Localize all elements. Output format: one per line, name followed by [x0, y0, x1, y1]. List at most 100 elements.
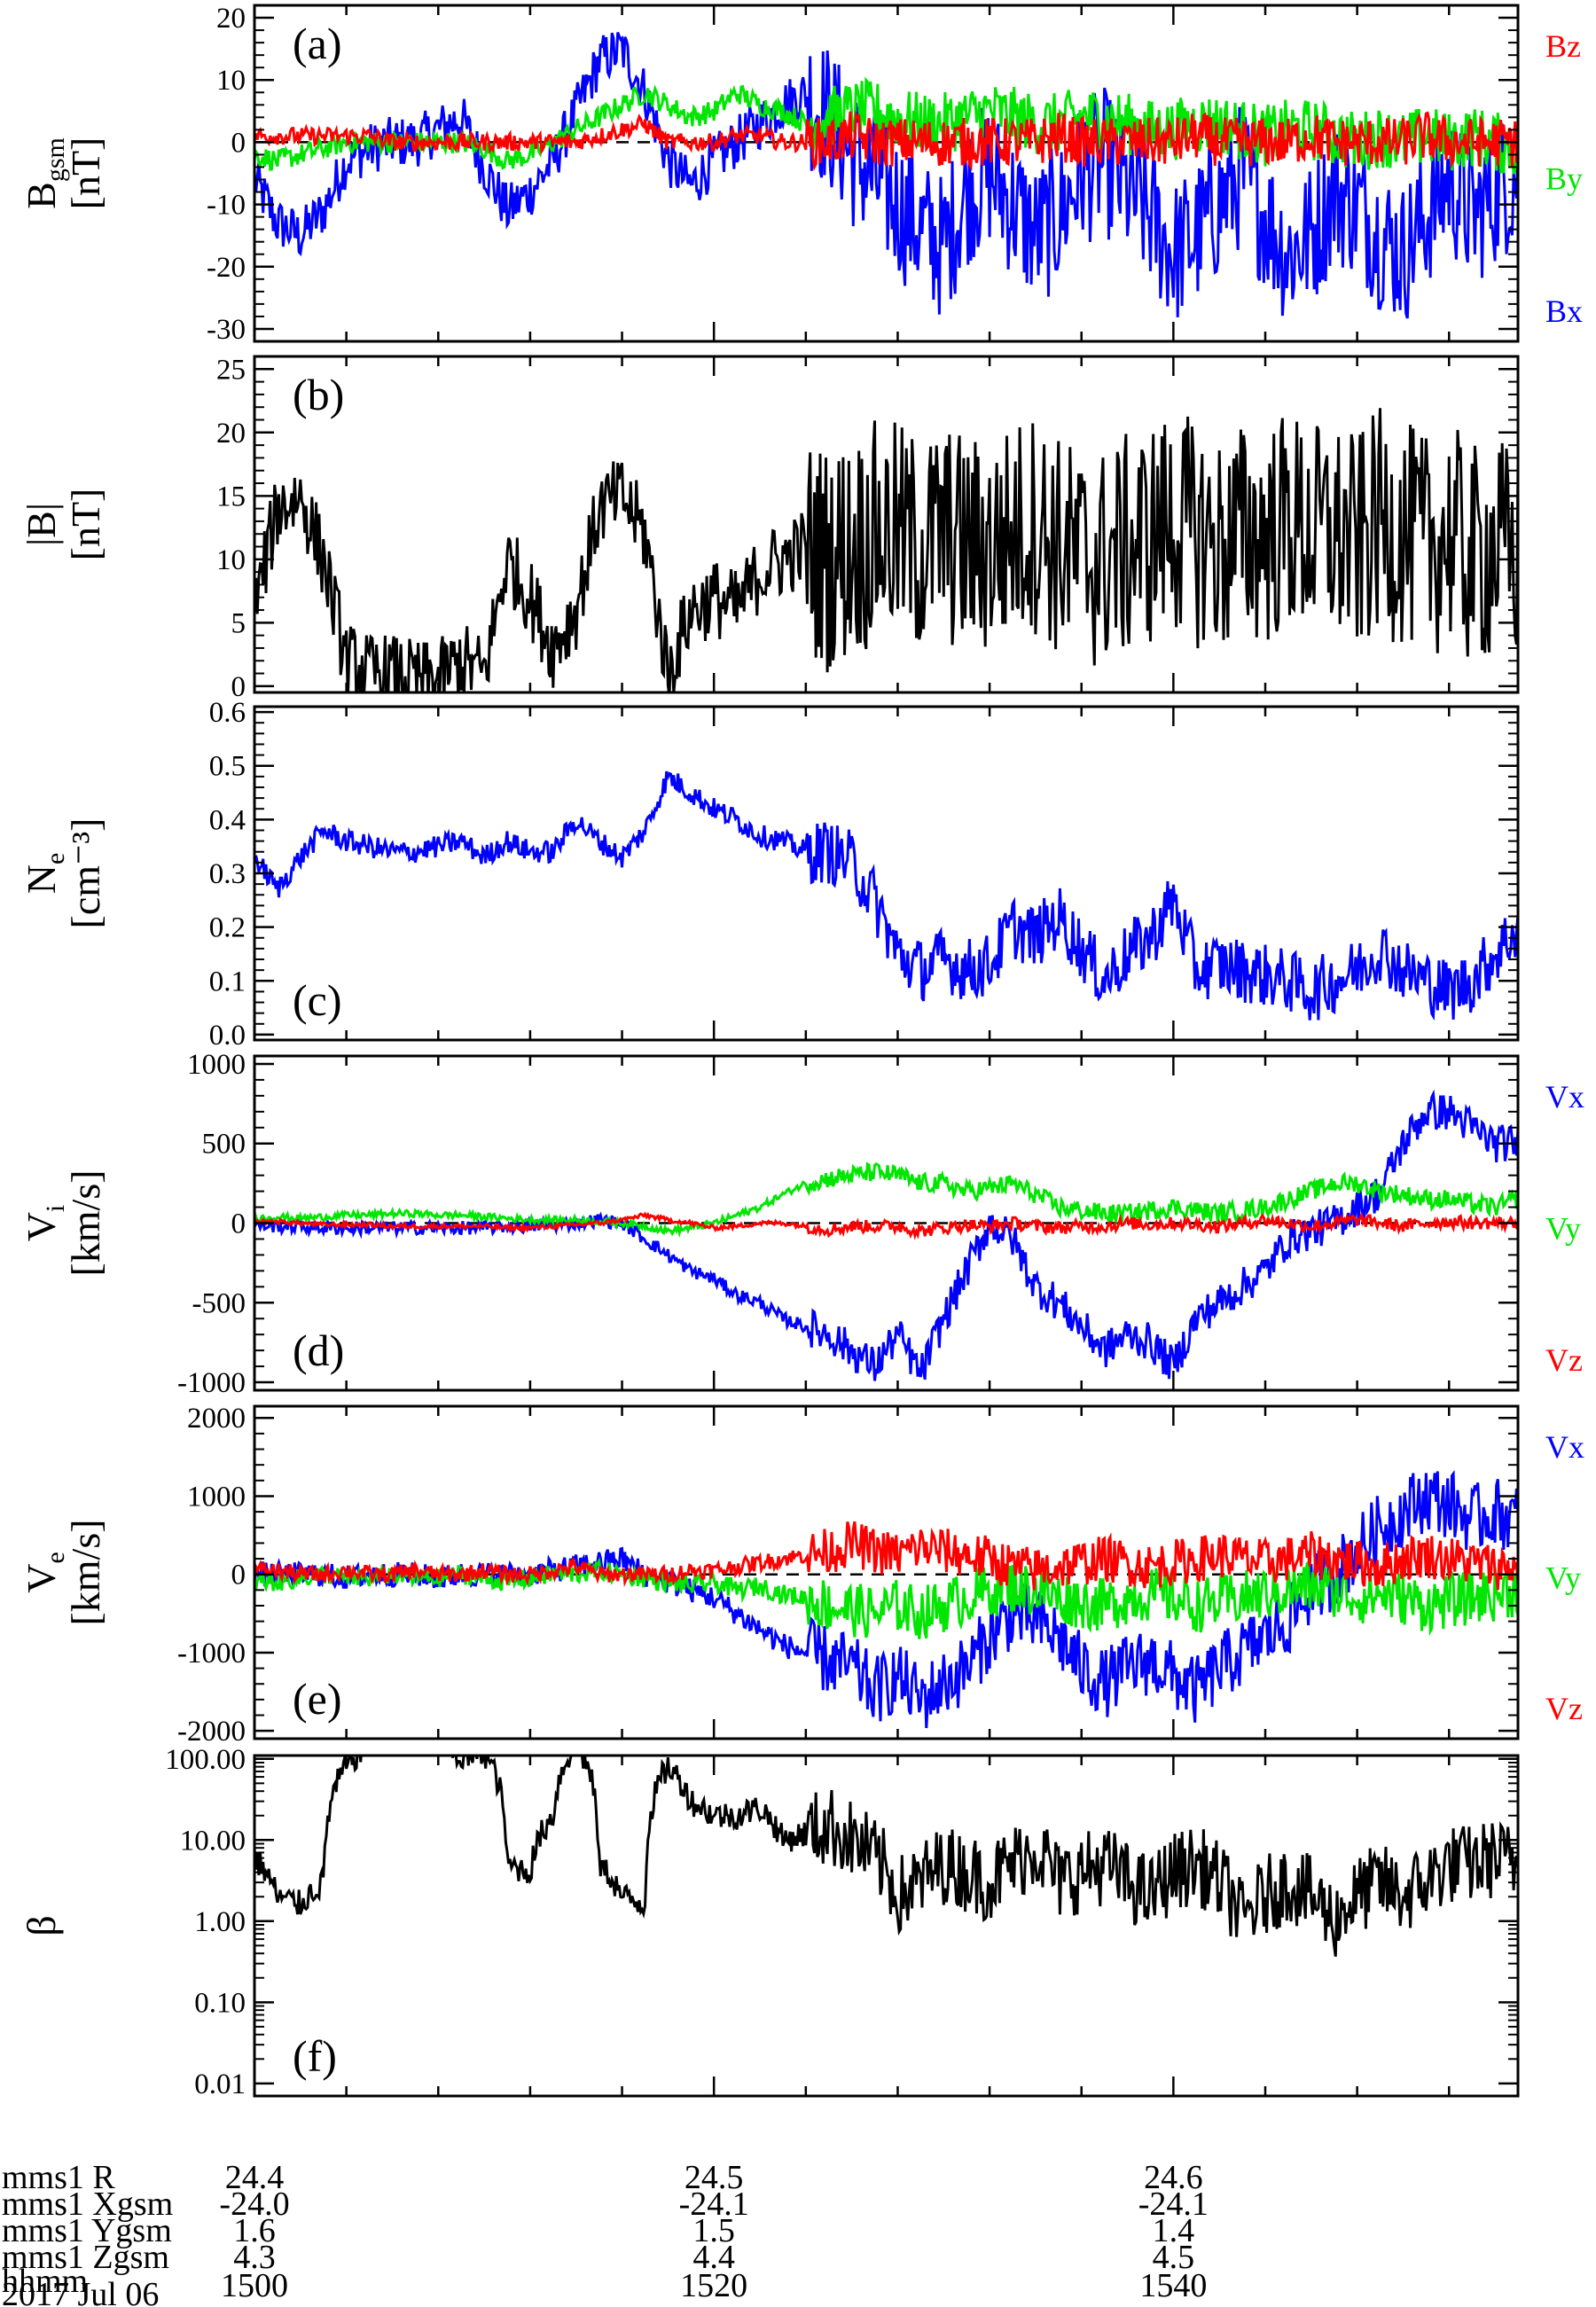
- y-tick-label: 100.00: [165, 1744, 246, 1776]
- y-tick-label: -1000: [177, 1367, 246, 1399]
- y-tick-label: 0.0: [209, 1020, 246, 1052]
- y-tick-label: 0: [231, 127, 246, 159]
- series-Ne-line: [254, 770, 1518, 1021]
- y-tick-label: 10: [216, 65, 246, 97]
- y-axis-label: |B|: [19, 503, 64, 546]
- legend-By: By: [1545, 161, 1583, 197]
- panel-label: (f): [293, 2031, 337, 2081]
- y-axis-label-main: V: [19, 1212, 64, 1241]
- panel-label: (c): [293, 975, 342, 1025]
- eph-row-label-x: mms1 Xgsm: [2, 2186, 173, 2223]
- y-axis-label: Vi: [19, 1205, 70, 1242]
- y-axis-label: Ne: [19, 853, 70, 895]
- series-Bx-line: [254, 32, 1518, 319]
- series-β-line: [254, 1756, 1518, 1957]
- y-tick-label: 0.10: [194, 1987, 246, 2019]
- y-tick-label: 0.2: [209, 912, 246, 944]
- y-tick-label: 0.5: [209, 751, 246, 783]
- y-tick-label: 0: [231, 671, 246, 703]
- y-tick-label: 0: [231, 1208, 246, 1240]
- legend-Vz: Vz: [1545, 1691, 1583, 1726]
- y-tick-label: 500: [202, 1129, 246, 1161]
- eph-value: 24.4: [225, 2159, 285, 2196]
- y-tick-label: 0.1: [209, 966, 246, 997]
- panel-label: (b): [293, 370, 344, 419]
- y-tick-label: 15: [216, 481, 246, 512]
- y-axis-unit: [cm⁻³]: [63, 818, 108, 929]
- eph-row-label-r: mms1 R: [2, 2159, 115, 2196]
- time-tick-label: 1520: [680, 2267, 747, 2304]
- legend-Vy: Vy: [1545, 1560, 1581, 1596]
- legend-Vz: Vz: [1545, 1342, 1583, 1378]
- y-tick-label: 10: [216, 544, 246, 576]
- eph-value: 4.4: [692, 2239, 735, 2276]
- legend-Bx: Bx: [1545, 293, 1583, 329]
- eph-value: 4.5: [1153, 2239, 1195, 2276]
- y-tick-label: 1.00: [194, 1906, 246, 1938]
- y-tick-label: 1000: [187, 1049, 246, 1081]
- y-tick-label: -2000: [177, 1716, 246, 1748]
- y-tick-label: -500: [192, 1287, 246, 1319]
- ephemeris-values: 24.4 24.5 24.6 -24.0 -24.1 -24.1 1.6 1.5 1.4 4.3 4…: [219, 2159, 1209, 2304]
- y-axis-label: Ve: [19, 1552, 70, 1593]
- panel-label: (a): [293, 19, 342, 68]
- y-tick-label: -1000: [177, 1638, 246, 1670]
- legend-Vx: Vx: [1545, 1429, 1584, 1465]
- y-tick-label: 0.3: [209, 858, 246, 890]
- series-By-line: [254, 76, 1518, 175]
- panel-c: 0.0 0.1 0.2 0.3 0.4 0.5 0.6 (c) Ne[cm⁻³]: [19, 697, 1520, 1052]
- y-tick-label: 5: [231, 607, 246, 639]
- y-axis-unit: [km/s]: [63, 1519, 108, 1625]
- eph-value: -24.1: [1138, 2186, 1209, 2223]
- panel-frame: [253, 4, 1520, 343]
- panel-label: (e): [293, 1674, 342, 1724]
- y-tick-label: 0.4: [209, 804, 246, 836]
- panel-d: -1000 -500 0 500 1000 (d) Vi[km/s] Vx Vy Vz: [19, 1049, 1584, 1399]
- y-tick-label: 2000: [187, 1403, 246, 1435]
- y-tick-label: 0.6: [209, 697, 246, 729]
- panel-frame: [253, 1404, 1520, 1740]
- eph-value: 4.3: [233, 2239, 276, 2276]
- y-tick-label: 25: [216, 354, 246, 386]
- series-Vx-line: [254, 1089, 1518, 1381]
- series-Vy-line: [254, 1161, 1518, 1239]
- y-tick-label: 0: [231, 1560, 246, 1591]
- y-axis-unit: [nT]: [63, 137, 108, 210]
- y-tick-label: 1000: [187, 1481, 246, 1513]
- y-axis-unit: [km/s]: [63, 1169, 108, 1276]
- eph-row-label-z: mms1 Zgsm: [2, 2239, 169, 2276]
- y-axis-label: β: [19, 1915, 64, 1936]
- y-axis-label-main: N: [19, 864, 64, 894]
- series-Vz-line: [254, 1521, 1518, 1591]
- y-tick-label: 20: [216, 3, 246, 35]
- y-tick-label: 0.01: [194, 2068, 246, 2100]
- y-tick-label: -10: [207, 190, 246, 222]
- panel-frame: [253, 355, 1520, 694]
- y-axis-label-main: |B|: [19, 503, 64, 546]
- panel-e: -2000 -1000 0 1000 2000 (e) Ve[km/s] Vx Vy Vz: [19, 1403, 1584, 1748]
- panel-frame: [253, 1754, 1520, 2098]
- legend-Bz: Bz: [1545, 28, 1581, 64]
- eph-value: 1.6: [233, 2212, 276, 2249]
- panel-a: -30 -20 -10 0 10 20 (a) Bgsm[nT] Bz By Bx: [19, 3, 1583, 346]
- y-axis-label-main: V: [19, 1564, 64, 1593]
- eph-value: 24.6: [1144, 2159, 1203, 2196]
- time-tick-label: 1500: [221, 2267, 288, 2304]
- eph-value: 24.5: [685, 2159, 744, 2196]
- time-tick-label: 1540: [1139, 2267, 1207, 2304]
- eph-value: -24.0: [219, 2186, 289, 2223]
- y-tick-label: -20: [207, 252, 246, 284]
- series-|B|-line: [254, 408, 1518, 692]
- y-axis-label-sub: i: [41, 1205, 70, 1212]
- y-tick-label: -30: [207, 314, 246, 346]
- time-axis-label: hhmm: [2, 2263, 88, 2300]
- eph-value: 1.4: [1153, 2212, 1195, 2249]
- y-axis-label-sub: e: [41, 1552, 70, 1563]
- y-axis-label: Bgsm: [19, 137, 70, 209]
- ephemeris-footer: mms1 R mms1 Xgsm mms1 Ygsm mms1 Zgsm hhm…: [2, 2159, 1209, 2307]
- eph-value: 1.5: [692, 2212, 735, 2249]
- eph-row-label-y: mms1 Ygsm: [2, 2212, 172, 2249]
- y-axis-label-sub: gsm: [41, 137, 70, 182]
